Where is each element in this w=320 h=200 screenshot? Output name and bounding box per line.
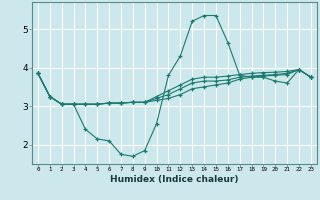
X-axis label: Humidex (Indice chaleur): Humidex (Indice chaleur): [110, 175, 239, 184]
